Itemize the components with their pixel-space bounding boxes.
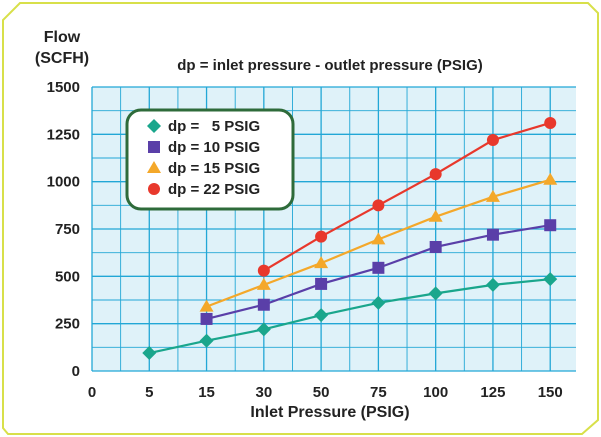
data-point	[544, 116, 557, 129]
data-point	[544, 219, 557, 232]
legend-marker	[148, 141, 160, 153]
y-tick-label: 250	[55, 316, 80, 333]
data-point	[371, 232, 386, 245]
data-point	[371, 295, 386, 310]
legend-label: dp = 5 PSIG	[168, 118, 260, 135]
data-point	[429, 168, 442, 181]
data-point	[314, 256, 329, 269]
y-tick-label: 750	[55, 221, 80, 238]
y-tick-label: 500	[55, 268, 80, 285]
data-point	[315, 230, 328, 243]
data-point	[257, 264, 270, 277]
data-point	[486, 134, 499, 147]
x-tick-label: 100	[423, 384, 448, 401]
data-point	[486, 228, 499, 241]
x-tick-label: 125	[480, 384, 505, 401]
data-point	[428, 209, 443, 222]
x-tick-labels: 0 5 15 30 50 75 100 125 150	[88, 384, 563, 401]
data-point	[314, 308, 329, 323]
data-point	[429, 240, 442, 253]
legend-label: dp = 15 PSIG	[168, 160, 260, 177]
data-point	[543, 172, 558, 185]
y-tick-label: 1000	[47, 174, 80, 191]
data-point	[200, 312, 213, 325]
data-point	[256, 277, 271, 290]
x-tick-label: 0	[88, 384, 96, 401]
x-tick-label: 15	[198, 384, 215, 401]
data-point	[199, 299, 214, 312]
legend-label: dp = 22 PSIG	[168, 181, 260, 198]
y-tick-labels: 0 250 500 750 1000 1250 1500	[47, 79, 80, 380]
data-point	[257, 298, 270, 311]
data-point	[372, 261, 385, 274]
x-tick-label: 30	[255, 384, 272, 401]
series-group	[257, 116, 557, 277]
y-axis-title-line2: (SCFH)	[35, 50, 89, 67]
series-group	[142, 272, 558, 361]
x-axis-title: Inlet Pressure (PSIG)	[250, 404, 409, 421]
chart-title: dp = inlet pressure - outlet pressure (P…	[177, 57, 483, 74]
y-tick-label: 0	[72, 363, 80, 380]
legend: dp = 5 PSIG dp = 10 PSIG dp = 15 PSIG dp = …	[125, 108, 295, 211]
legend-marker	[147, 161, 161, 173]
x-tick-label: 50	[313, 384, 330, 401]
data-point	[372, 199, 385, 212]
series-line	[263, 121, 551, 272]
legend-label: dp = 10 PSIG	[168, 139, 260, 156]
data-point	[199, 333, 214, 348]
legend-box	[125, 108, 295, 211]
data-point	[485, 277, 500, 292]
data-point	[428, 286, 443, 301]
x-tick-label: 150	[538, 384, 563, 401]
y-axis-title-line1: Flow	[44, 29, 81, 46]
data-point	[256, 322, 271, 337]
y-tick-label: 1250	[47, 126, 80, 143]
data-point	[485, 189, 500, 202]
x-tick-label: 5	[145, 384, 153, 401]
series-layer	[142, 116, 558, 361]
x-tick-label: 75	[370, 384, 387, 401]
series-group	[200, 219, 557, 325]
legend-marker	[147, 119, 161, 133]
data-point	[543, 272, 558, 287]
series-line	[149, 278, 551, 355]
data-point	[315, 277, 328, 290]
data-point	[142, 346, 157, 361]
legend-marker	[148, 183, 160, 195]
y-tick-label: 1500	[47, 79, 80, 96]
series-group	[199, 172, 558, 312]
